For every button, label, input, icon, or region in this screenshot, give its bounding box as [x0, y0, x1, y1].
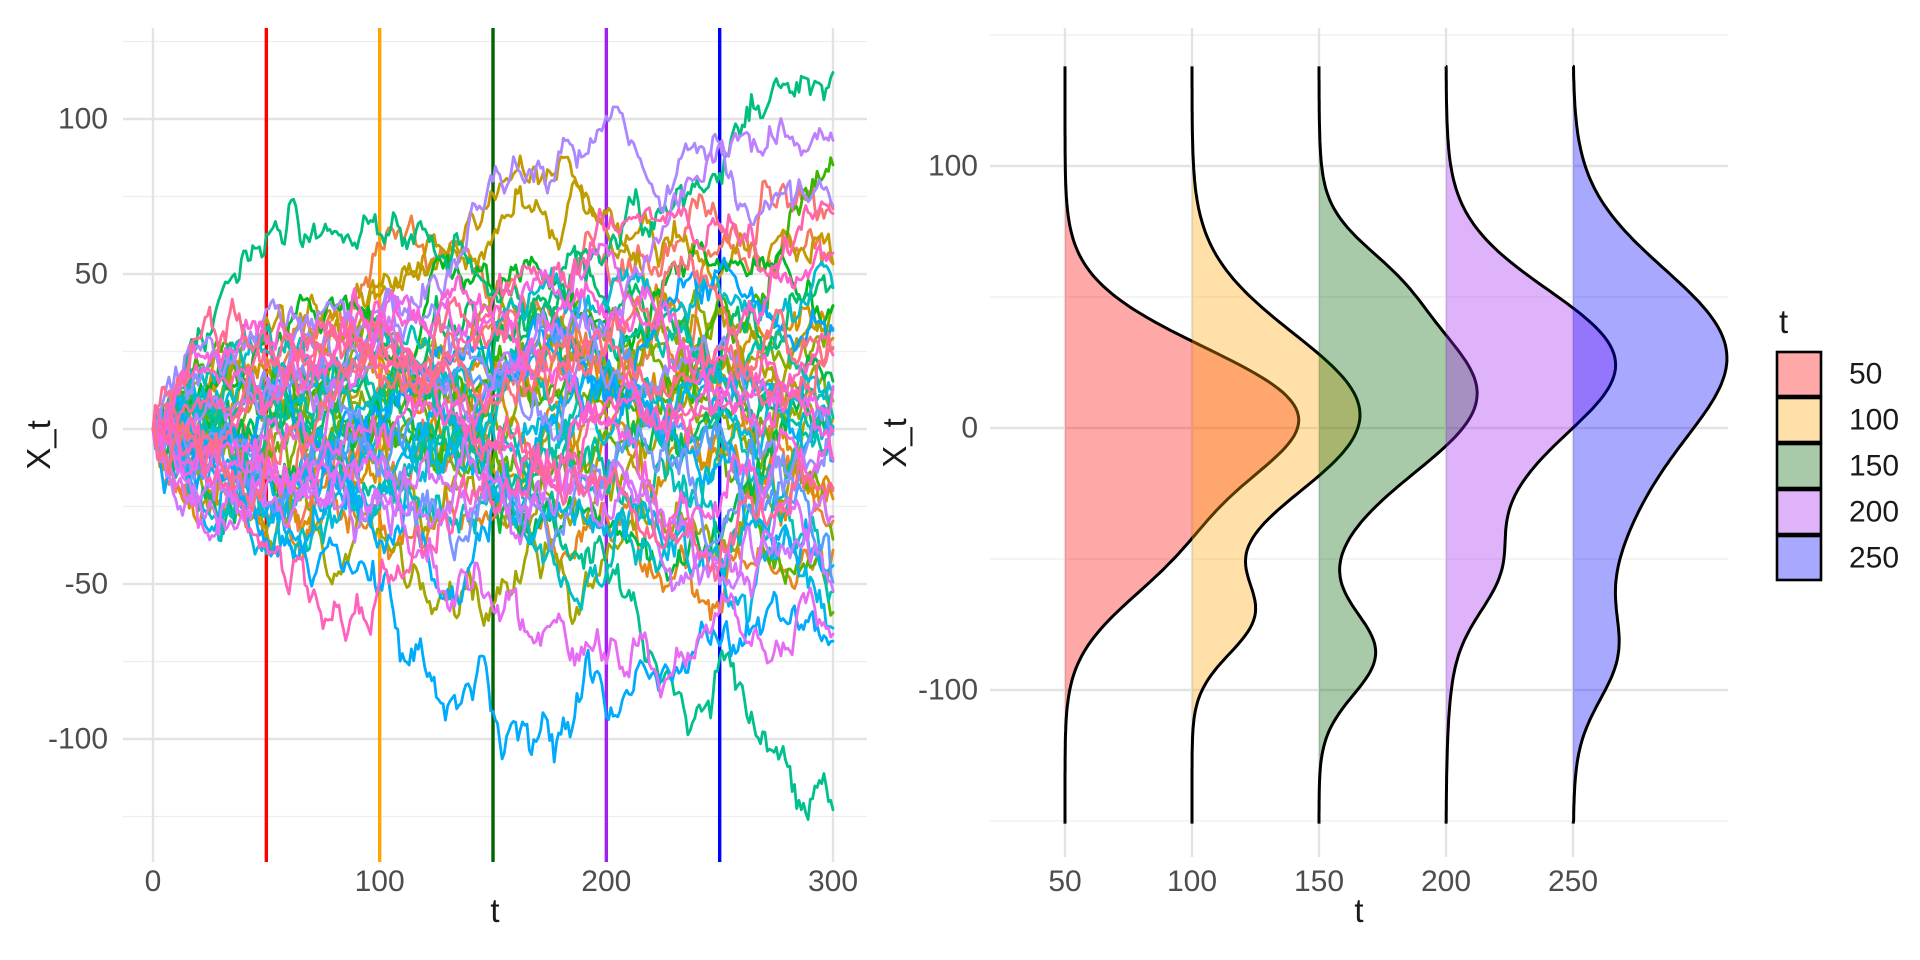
legend-key-150 [1775, 442, 1823, 490]
legend-item-label: 100 [1849, 404, 1899, 437]
x-tick-label: 0 [145, 865, 162, 898]
legend-item-label: 250 [1849, 542, 1899, 575]
left-y-axis-title: X_t [20, 420, 57, 470]
walk-line [151, 296, 835, 431]
left-panel-walks [151, 71, 835, 821]
x-tick-label: 50 [1048, 865, 1081, 898]
legend-keys: 50 100 150 200 250 [1775, 350, 1899, 582]
x-tick-label: 150 [1294, 865, 1344, 898]
x-tick-label: 200 [1421, 865, 1471, 898]
x-tick-label: 250 [1548, 865, 1598, 898]
density-area-t-150 [1317, 66, 1479, 824]
walk-line [151, 427, 835, 699]
right-y-axis-title: X_t [876, 418, 913, 468]
x-tick-label: 300 [808, 865, 858, 898]
y-tick-label: 0 [91, 413, 108, 446]
legend-key-50 [1775, 350, 1823, 398]
right-panel-axis-labels: 50 100 150 200 250 100 0 -100 [918, 150, 1598, 899]
x-tick-label: 100 [1167, 865, 1217, 898]
y-tick-label: 100 [58, 103, 108, 136]
walk-line [151, 200, 835, 431]
legend-key-250 [1775, 534, 1823, 582]
legend-item-label: 150 [1849, 450, 1899, 483]
legend-title: t [1779, 303, 1788, 340]
legend-item-label: 200 [1849, 496, 1899, 529]
y-tick-label: 0 [961, 412, 978, 445]
left-x-axis-title: t [490, 892, 499, 929]
right-x-axis-title: t [1354, 892, 1363, 929]
walk-line [151, 328, 835, 582]
y-tick-label: -100 [918, 674, 978, 707]
y-tick-label: -50 [65, 568, 108, 601]
density-area-t-100 [1190, 66, 1362, 824]
legend-key-200 [1775, 488, 1823, 536]
walk-line [151, 117, 835, 461]
walk-line [151, 332, 835, 642]
walk-line [151, 179, 835, 446]
y-tick-label: -100 [48, 723, 108, 756]
y-tick-label: 100 [928, 150, 978, 183]
walk-line [151, 71, 835, 435]
x-tick-label: 100 [355, 865, 405, 898]
walk-line [151, 350, 835, 542]
legend-item-label: 50 [1849, 358, 1882, 391]
walk-line [151, 256, 835, 493]
walk-line [151, 274, 835, 462]
walk-line [151, 354, 835, 562]
density-area-t-250 [1571, 64, 1729, 824]
left-panel-axis-labels: 0 100 200 300 100 50 0 -50 -100 [48, 103, 858, 899]
legend-key-100 [1775, 396, 1823, 444]
x-tick-label: 200 [581, 865, 631, 898]
walk-line [151, 252, 835, 512]
right-panel-densities [1063, 64, 1729, 824]
density-area-t-50 [1063, 66, 1301, 824]
legend: t 50 100 150 200 250 [1775, 303, 1899, 582]
density-area-t-200 [1444, 64, 1618, 824]
walk-line [151, 398, 835, 764]
walk-line [151, 154, 835, 442]
y-tick-label: 50 [75, 258, 108, 291]
